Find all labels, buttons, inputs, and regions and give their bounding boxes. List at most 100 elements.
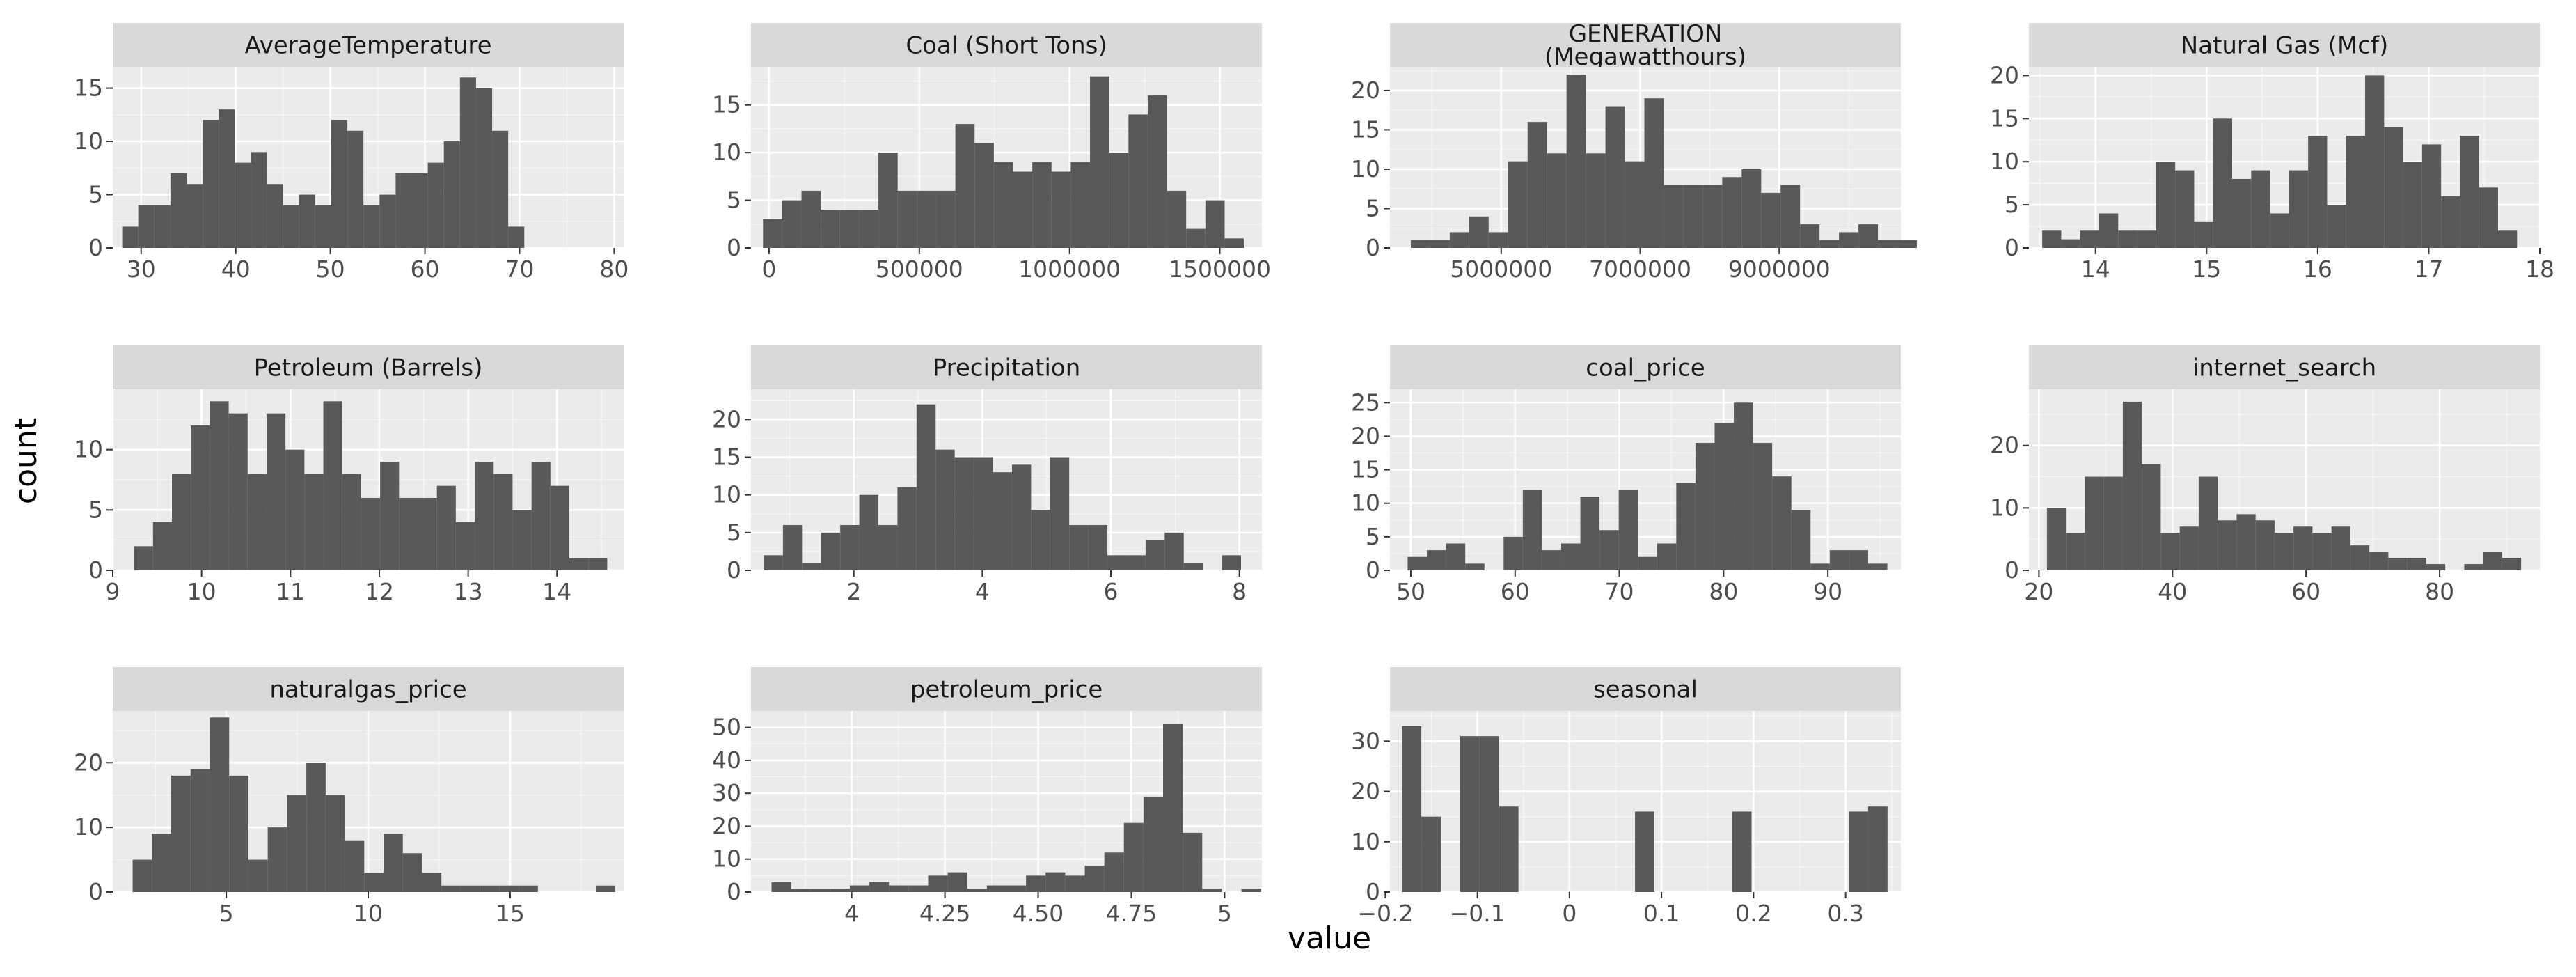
x-tick-label: 4.25 — [919, 900, 970, 927]
x-tick-label: 9000000 — [1728, 256, 1831, 283]
facet-strip — [113, 345, 624, 389]
histogram-bar — [1479, 736, 1499, 892]
histogram-bar — [839, 210, 860, 248]
histogram-bar — [802, 563, 821, 570]
histogram-bar — [134, 546, 153, 570]
facet-title: AverageTemperature — [245, 32, 492, 60]
histogram-bar — [2369, 552, 2389, 570]
histogram-bar — [1167, 190, 1187, 248]
histogram-bar — [1410, 240, 1430, 248]
histogram-bar — [1465, 563, 1485, 570]
facet-panel: AverageTemperature 30 40 50 60 70 80 0 5 10 15 — [74, 23, 629, 283]
histogram-bar — [1849, 550, 1868, 570]
histogram-bar — [306, 763, 326, 892]
histogram-bar — [1469, 216, 1489, 248]
histogram-bar — [1183, 563, 1203, 570]
y-tick-label: 10 — [1990, 494, 2019, 521]
facet-title: petroleum_price — [910, 676, 1103, 704]
histogram-bar — [2479, 187, 2499, 248]
x-tick-label: 12 — [365, 578, 394, 605]
y-tick-label: 15 — [712, 91, 741, 118]
histogram-bar — [399, 498, 418, 570]
histogram-bar — [191, 425, 210, 570]
x-tick-label: 10 — [354, 900, 383, 927]
histogram-bar — [210, 401, 229, 570]
histogram-bar — [2365, 75, 2385, 248]
y-tick-label: 0 — [88, 878, 103, 905]
histogram-bar — [2464, 564, 2483, 570]
x-tick-label: −0.2 — [1357, 900, 1413, 927]
histogram-bar — [1867, 563, 1888, 570]
histogram-bar — [1714, 423, 1735, 570]
histogram-bar — [810, 889, 830, 892]
x-tick-label: 6 — [1104, 578, 1119, 605]
x-tick-label: 90 — [1813, 578, 1842, 605]
histogram-bar — [395, 173, 412, 248]
x-tick-label: 9 — [106, 578, 120, 605]
y-tick-label: 0 — [88, 234, 103, 261]
histogram-bar — [840, 525, 860, 570]
x-tick-label: 4.50 — [1013, 900, 1064, 927]
histogram-bar — [908, 885, 929, 892]
histogram-bar — [2421, 144, 2442, 248]
histogram-bar — [588, 558, 608, 570]
facet-panel: Petroleum (Barrels) 9 10 11 12 13 14 0 5 10 — [74, 345, 624, 605]
histogram-bar — [2061, 239, 2080, 248]
x-tick-label: 16 — [2303, 256, 2332, 283]
histogram-bar — [916, 404, 936, 570]
histogram-bar — [2274, 533, 2294, 570]
histogram-bar — [974, 143, 994, 248]
y-tick-label: 0 — [1366, 234, 1380, 261]
x-tick-label: 13 — [454, 578, 483, 605]
facet-strip — [751, 667, 1262, 711]
facet-strip — [113, 23, 624, 67]
y-tick-label: 0 — [2005, 556, 2019, 584]
y-tick-label: 50 — [712, 714, 741, 741]
histogram-bar — [2350, 545, 2370, 570]
y-axis-title: count — [8, 418, 44, 504]
y-tick-label: 5 — [1366, 194, 1380, 221]
histogram-bar — [2103, 476, 2123, 570]
histogram-bar — [1446, 543, 1466, 570]
histogram-bar — [1772, 476, 1792, 570]
histogram-bar — [2441, 196, 2460, 248]
histogram-bar — [1065, 875, 1085, 892]
histogram-bar — [2179, 526, 2199, 570]
histogram-bar — [380, 462, 400, 570]
facet-title: internet_search — [2192, 354, 2376, 382]
y-tick-label: 10 — [1990, 148, 2019, 175]
histogram-bar — [2403, 162, 2422, 248]
histogram-bar — [2255, 520, 2275, 570]
histogram-bar — [935, 190, 956, 248]
x-tick-label: 20 — [2024, 578, 2053, 605]
histogram-bar — [935, 449, 955, 570]
facet-title: Coal (Short Tons) — [906, 32, 1107, 60]
histogram-bar — [267, 827, 287, 892]
x-tick-label: 0 — [761, 256, 776, 283]
histogram-bar — [2293, 526, 2313, 570]
histogram-bar — [1702, 185, 1723, 248]
histogram-bar — [1753, 443, 1773, 570]
facet-strip — [1390, 667, 1901, 711]
histogram-bar — [2289, 170, 2309, 248]
y-tick-label: 20 — [74, 749, 103, 776]
histogram-bar — [878, 153, 898, 248]
y-tick-label: 0 — [1366, 556, 1380, 584]
y-tick-label: 10 — [712, 481, 741, 508]
x-tick-label: 11 — [276, 578, 305, 605]
histogram-bar — [475, 88, 493, 249]
facet-title: naturalgas_price — [269, 676, 466, 704]
histogram-bar — [2502, 558, 2522, 570]
x-tick-label: −0.1 — [1450, 900, 1506, 927]
histogram-bar — [203, 120, 219, 248]
x-axis-title: value — [1288, 921, 1371, 956]
y-tick-label: 5 — [727, 187, 741, 214]
histogram-bar — [1867, 806, 1888, 892]
y-tick-label: 20 — [712, 812, 741, 839]
histogram-bar — [830, 889, 850, 892]
facet-title: (Megawatthours) — [1544, 43, 1746, 71]
histogram-bar — [878, 525, 898, 570]
y-tick-label: 10 — [74, 813, 103, 841]
histogram-bar — [364, 873, 384, 892]
